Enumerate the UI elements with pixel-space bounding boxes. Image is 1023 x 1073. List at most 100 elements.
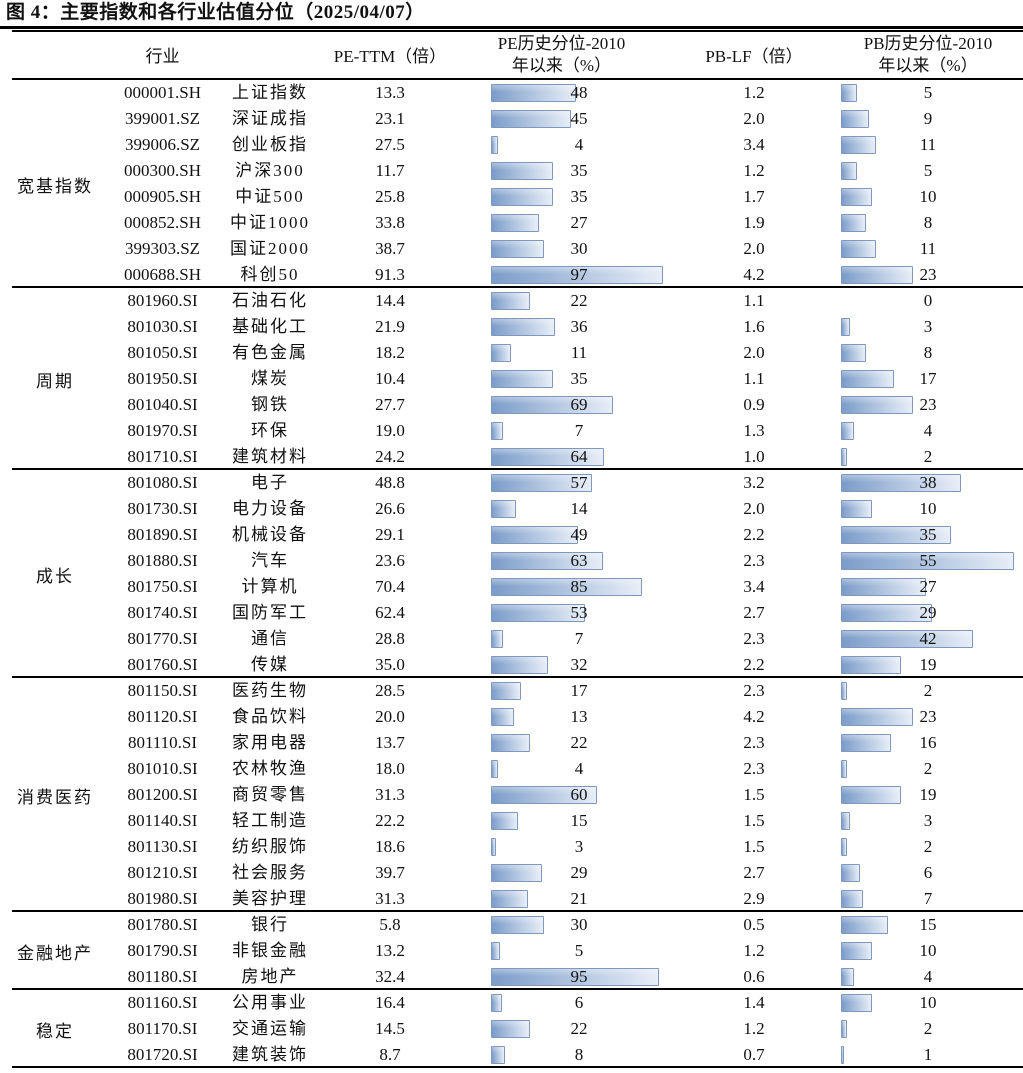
pe-percentile-cell: 63: [490, 548, 668, 574]
pe-percentile-cell: 45: [490, 106, 668, 132]
pe-percentile-value: 22: [570, 1019, 588, 1038]
pb-percentile-value: 42: [919, 629, 937, 648]
table-row: 801710.SI 建筑材料 24.2 64 1.0 2: [110, 444, 1023, 470]
industry-group: 周期 801960.SI 石油石化 14.4 22 1.1 0 801030.SI 基础化工 21…: [0, 288, 1023, 470]
row-name: 煤炭: [251, 369, 289, 388]
pe-ttm-value: 28.5: [375, 681, 405, 700]
pb-percentile-bar: [841, 110, 869, 128]
pe-percentile-bar: [491, 370, 553, 388]
spacer: [455, 1042, 490, 1068]
table-row: 000300.SH 沪深300 11.7 35 1.2 5: [110, 158, 1023, 184]
pb-percentile-cell: 9: [840, 106, 1016, 132]
spacer: [455, 262, 490, 288]
table-row: 801980.SI 美容护理 31.3 21 2.9 7: [110, 886, 1023, 912]
pb-percentile-bar: [841, 422, 854, 440]
pb-percentile-value: 19: [919, 655, 937, 674]
spacer: [455, 470, 490, 496]
pb-percentile-bar: [841, 552, 1014, 570]
table-row: 801050.SI 有色金属 18.2 11 2.0 8: [110, 340, 1023, 366]
pb-percentile-value: 35: [919, 525, 937, 544]
pb-lf-value: 1.5: [743, 785, 765, 804]
row-name: 轻工制造: [232, 811, 308, 830]
pb-percentile-cell: 23: [840, 704, 1016, 730]
table-row: 000905.SH 中证500 25.8 35 1.7 10: [110, 184, 1023, 210]
pb-percentile-cell: 11: [840, 236, 1016, 262]
row-name: 机械设备: [232, 525, 308, 544]
pb-percentile-bar: [841, 942, 872, 960]
spacer: [455, 678, 490, 704]
row-code: 801730.SI: [127, 499, 198, 518]
pb-lf-value: 2.9: [743, 889, 765, 908]
spacer: [455, 210, 490, 236]
pe-percentile-value: 4: [574, 759, 584, 778]
pb-percentile-bar: [841, 266, 913, 284]
row-name: 基础化工: [232, 317, 308, 336]
row-code: 801890.SI: [127, 525, 198, 544]
pb-percentile-cell: 38: [840, 470, 1016, 496]
pb-percentile-value: 9: [923, 109, 933, 128]
pe-percentile-value: 7: [574, 421, 584, 440]
pb-percentile-bar: [841, 136, 876, 154]
pb-percentile-value: 2: [923, 1019, 933, 1038]
row-name: 石油石化: [232, 291, 308, 310]
row-code: 801740.SI: [127, 603, 198, 622]
pe-percentile-cell: 7: [490, 418, 668, 444]
pe-percentile-value: 21: [570, 889, 588, 908]
pb-percentile-value: 4: [923, 967, 933, 986]
table-row: 399303.SZ 国证2000 38.7 30 2.0 11: [110, 236, 1023, 262]
pe-percentile-bar: [491, 162, 553, 180]
row-code: 801780.SI: [127, 915, 198, 934]
spacer: [455, 444, 490, 470]
pb-lf-value: 1.5: [743, 837, 765, 856]
pe-ttm-value: 31.3: [375, 785, 405, 804]
pe-percentile-cell: 64: [490, 444, 668, 470]
pe-percentile-bar: [491, 266, 663, 284]
row-code: 801710.SI: [127, 447, 198, 466]
group-label: 稳定: [36, 1021, 74, 1041]
table-row: 399001.SZ 深证成指 23.1 45 2.0 9: [110, 106, 1023, 132]
spacer: [455, 496, 490, 522]
pb-lf-value: 1.5: [743, 811, 765, 830]
row-code: 801080.SI: [127, 473, 198, 492]
row-name: 公用事业: [232, 993, 308, 1012]
pe-ttm-value: 24.2: [375, 447, 405, 466]
column-header-pe-percentile-line2: 年以来（%）: [511, 55, 612, 75]
table-row: 801720.SI 建筑装饰 8.7 8 0.7 1: [110, 1042, 1023, 1068]
pe-ttm-value: 32.4: [375, 967, 405, 986]
pe-percentile-cell: 5: [490, 938, 668, 964]
row-code: 801970.SI: [127, 421, 198, 440]
pe-ttm-value: 16.4: [375, 993, 405, 1012]
pe-percentile-cell: 35: [490, 158, 668, 184]
pe-percentile-value: 27: [570, 213, 588, 232]
group-rows: 000001.SH 上证指数 13.3 48 1.2 5 399001.SZ 深证成指 23.1…: [110, 80, 1023, 288]
pe-percentile-bar: [491, 318, 555, 336]
table-body: 宽基指数 000001.SH 上证指数 13.3 48 1.2 5 399001.SZ 深证成指…: [0, 80, 1023, 1068]
pb-percentile-value: 8: [923, 343, 933, 362]
pb-percentile-bar: [841, 526, 951, 544]
pe-percentile-cell: 36: [490, 314, 668, 340]
row-name: 商贸零售: [232, 785, 308, 804]
pb-percentile-value: 16: [919, 733, 937, 752]
pe-percentile-bar: [491, 1020, 530, 1038]
pb-percentile-cell: 5: [840, 80, 1016, 106]
pb-lf-value: 1.7: [743, 187, 765, 206]
pe-percentile-cell: 14: [490, 496, 668, 522]
pe-ttm-value: 18.6: [375, 837, 405, 856]
pb-percentile-value: 19: [919, 785, 937, 804]
pe-percentile-value: 35: [570, 369, 588, 388]
industry-group: 宽基指数 000001.SH 上证指数 13.3 48 1.2 5 399001.SZ 深证成指…: [0, 80, 1023, 288]
spacer: [455, 106, 490, 132]
pe-ttm-value: 31.3: [375, 889, 405, 908]
row-name: 中证500: [235, 187, 305, 206]
table-row: 801880.SI 汽车 23.6 63 2.3 55: [110, 548, 1023, 574]
pb-lf-value: 4.2: [743, 707, 765, 726]
pe-percentile-value: 15: [570, 811, 588, 830]
pe-percentile-bar: [491, 448, 604, 466]
industry-group: 成长 801080.SI 电子 48.8 57 3.2 38 801730.SI 电力设备 26.…: [0, 470, 1023, 678]
pb-lf-value: 3.4: [743, 577, 765, 596]
pb-percentile-value: 10: [919, 941, 937, 960]
pe-percentile-value: 17: [570, 681, 588, 700]
table-row: 801890.SI 机械设备 29.1 49 2.2 35: [110, 522, 1023, 548]
row-name: 钢铁: [251, 395, 289, 414]
